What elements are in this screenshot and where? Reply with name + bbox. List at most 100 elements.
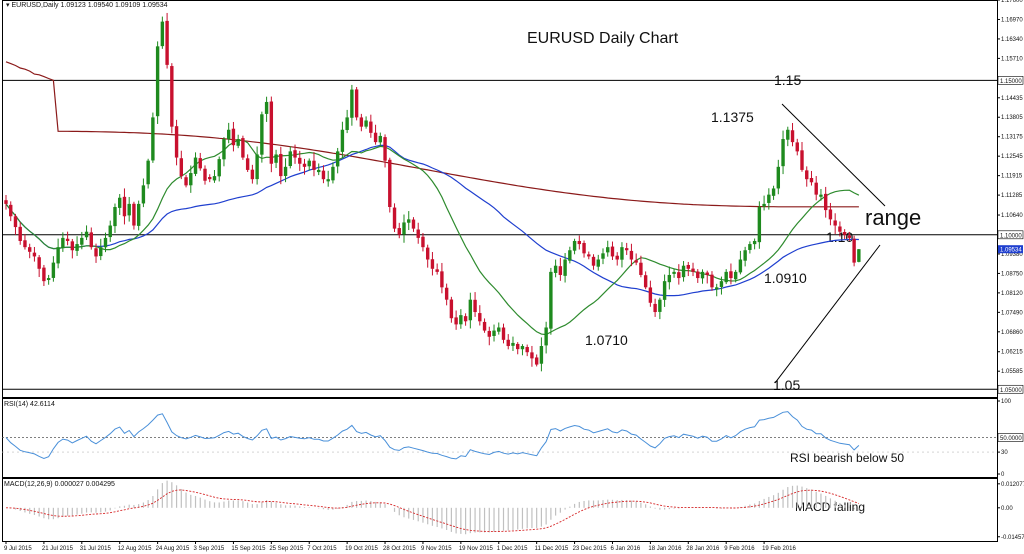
candle-1 (9, 201, 13, 222)
candle-body (32, 252, 37, 257)
candle-body (454, 317, 458, 325)
candle-body (369, 121, 373, 133)
candle-98 (468, 292, 473, 329)
candle-74 (354, 86, 359, 121)
candle-80 (383, 134, 387, 168)
candle-body (307, 160, 311, 167)
candle-40 (193, 152, 198, 177)
candle-25 (122, 188, 127, 225)
candle-body (127, 203, 131, 216)
candle-body (738, 259, 743, 273)
candle-body (733, 271, 738, 280)
candle-42 (203, 165, 207, 185)
candle-47 (226, 122, 231, 144)
candle-173 (823, 186, 828, 218)
candle-59 (283, 158, 288, 183)
candle-134 (639, 255, 643, 278)
level-box-label: 1.15000 (1000, 79, 1022, 85)
price-tick-label: 1.15710 (1001, 56, 1023, 62)
date-tick-label: 31 Jul 2015 (80, 546, 112, 552)
candle-100 (478, 305, 482, 326)
candle-body (577, 240, 582, 245)
candle-36 (174, 119, 179, 166)
low-feb-annotation: 1.0910 (764, 270, 807, 286)
level-105-annotation: 1.05 (773, 377, 801, 393)
candle-103 (492, 324, 496, 342)
candle-body (691, 268, 695, 272)
candle-31 (151, 112, 155, 163)
low-jan-annotation: 1.0710 (585, 332, 628, 348)
candle-body (402, 222, 406, 235)
date-tick-label: 12 Aug 2015 (118, 546, 152, 552)
chart-info-label: ▾ EURUSD,Daily 1.09123 1.09540 1.09109 1… (6, 2, 168, 9)
candle-102 (487, 326, 491, 346)
candle-body (241, 138, 245, 158)
candle-body (771, 188, 776, 196)
candle-72 (345, 109, 349, 134)
candle-body (549, 271, 553, 329)
date-tick-label: 9 Feb 2016 (724, 546, 755, 552)
candle-177 (842, 229, 847, 240)
candle-61 (293, 144, 297, 164)
candle-body (667, 274, 672, 283)
candle-115 (549, 267, 553, 335)
date-tick-label: 23 Dec 2015 (573, 546, 608, 552)
candle-body (629, 250, 634, 260)
candle-body (857, 249, 861, 262)
candle-130 (620, 242, 624, 268)
ma-200-line (5, 61, 859, 208)
candle-123 (587, 251, 591, 260)
date-tick-label: 7 Oct 2015 (307, 546, 337, 552)
macd-tick-label: 0.00 (1001, 506, 1013, 512)
candle-23 (113, 203, 117, 234)
candle-156 (743, 246, 747, 267)
candle-89 (425, 244, 430, 268)
candle-136 (648, 280, 653, 307)
candle-body (587, 254, 591, 257)
candle-69 (331, 162, 335, 184)
candle-20 (99, 238, 103, 261)
candle-58 (279, 146, 283, 185)
ma-20-line (5, 139, 860, 336)
candle-body (776, 166, 781, 189)
candle-body (350, 89, 354, 118)
candle-119 (568, 246, 572, 264)
candle-body (781, 139, 785, 167)
candle-body (762, 203, 766, 207)
candle-body (331, 166, 335, 181)
candle-body (231, 128, 236, 146)
level-box-label: 1.10000 (1000, 233, 1022, 239)
candle-24 (118, 194, 122, 215)
candle-116 (553, 259, 558, 278)
candle-147 (700, 269, 705, 284)
candle-7 (37, 255, 41, 278)
candle-3 (18, 222, 22, 245)
candle-body (27, 247, 32, 252)
candle-body (108, 225, 112, 238)
price-tick-label: 1.17600 (1001, 0, 1023, 4)
candle-13 (65, 231, 70, 246)
candle-body (283, 166, 288, 176)
candle-body (421, 236, 425, 248)
candle-104 (497, 322, 501, 335)
price-tick-label: 1.09380 (1001, 252, 1023, 258)
candle-114 (544, 321, 548, 354)
candle-body (596, 259, 600, 267)
candle-107 (511, 336, 515, 352)
candle-117 (558, 257, 563, 281)
candle-body (378, 135, 383, 143)
candle-body (411, 219, 416, 229)
date-tick-label: 19 Oct 2015 (345, 546, 378, 552)
candle-body (852, 238, 856, 263)
candle-137 (653, 298, 657, 317)
candle-157 (748, 241, 752, 254)
candle-39 (189, 165, 193, 193)
candle-body (193, 157, 198, 174)
candle-70 (335, 147, 340, 174)
candle-body (317, 169, 321, 173)
candle-body (94, 248, 98, 257)
candle-body (563, 259, 567, 276)
macd-panel-frame (2, 478, 998, 542)
candle-body (558, 266, 563, 275)
candle-body (269, 101, 274, 164)
